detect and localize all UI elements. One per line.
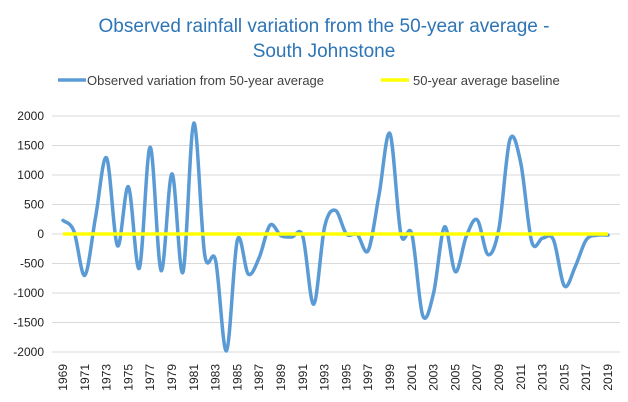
x-tick-label: 1969 [56,364,70,391]
series-group [61,121,610,353]
y-tick-label: -500 [20,257,44,271]
x-tick-label: 1977 [143,364,157,391]
y-tick-label: 2000 [17,109,44,123]
x-tick-label: 2015 [557,364,571,391]
x-tick-label: 2009 [492,364,506,391]
x-tick-label: 2011 [514,364,528,390]
series-line-observed-variation [61,121,610,353]
x-tick-label: 1985 [230,364,244,391]
y-tick-label: 1500 [17,139,44,153]
x-axis-ticks: 1969 1971 1973 1975 1977 1979 1981 1983 1985 1987… [56,364,615,391]
x-tick-label: 1999 [383,364,397,391]
x-tick-label: 1971 [78,364,92,391]
y-axis-ticks: 2000 1500 1000 500 0 -500 -1000 -1500 -2000 [13,109,44,359]
x-tick-label: 2019 [601,364,615,391]
x-tick-label: 1975 [121,364,135,391]
x-tick-label: 2003 [427,364,441,391]
y-tick-label: 0 [37,227,44,241]
x-tick-label: 2017 [579,364,593,391]
x-tick-label: 2007 [470,364,484,391]
x-tick-label: 2005 [448,364,462,391]
y-tick-label: 500 [24,198,44,212]
x-tick-label: 1979 [165,364,179,391]
x-tick-label: 1991 [296,364,310,391]
x-tick-label: 1997 [361,364,375,391]
y-tick-label: -1500 [13,316,44,330]
x-tick-label: 2001 [405,364,419,391]
x-tick-label: 1987 [252,364,266,391]
x-tick-label: 1973 [100,364,114,391]
legend-label-baseline: 50-year average baseline [413,73,560,88]
x-tick-label: 1993 [318,364,332,391]
x-tick-label: 1981 [187,364,201,391]
legend: Observed variation from 50-year average … [58,73,560,88]
chart-title-line-2: South Johnstone [253,41,396,62]
legend-label-observed: Observed variation from 50-year average [87,73,324,88]
x-tick-label: 1995 [339,364,353,391]
x-tick-label: 1983 [209,364,223,391]
y-tick-label: 1000 [17,168,44,182]
y-tick-label: -2000 [13,345,44,359]
chart-title-line-1: Observed rainfall variation from the 50-… [99,16,550,37]
x-tick-label: 1989 [274,364,288,391]
y-tick-label: -1000 [13,286,44,300]
x-tick-label: 2013 [536,364,550,391]
